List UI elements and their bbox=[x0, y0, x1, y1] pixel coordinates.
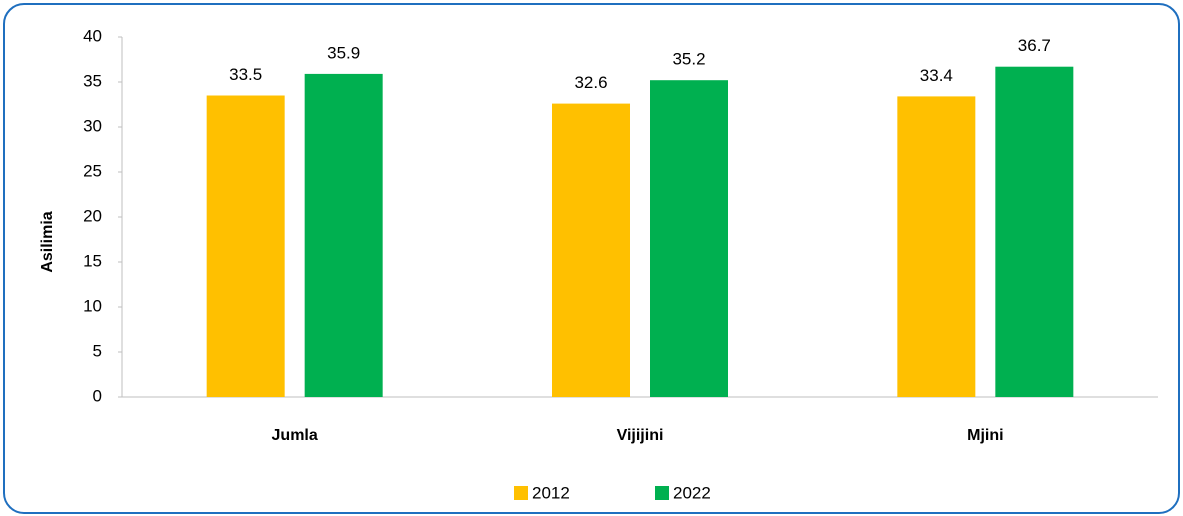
bar bbox=[897, 96, 976, 398]
value-label: 33.4 bbox=[920, 66, 953, 85]
x-tick-label: Mjini bbox=[967, 427, 1003, 444]
bar bbox=[552, 103, 630, 397]
y-tick-label: 10 bbox=[83, 296, 102, 315]
y-tick-label: 30 bbox=[83, 116, 102, 135]
value-label: 33.5 bbox=[229, 65, 262, 84]
y-tick-label: 15 bbox=[83, 251, 102, 270]
legend-swatch bbox=[514, 486, 528, 500]
value-label: 35.2 bbox=[672, 50, 705, 69]
legend-swatch bbox=[655, 486, 669, 500]
y-tick-label: 20 bbox=[83, 206, 102, 225]
y-tick-label: 0 bbox=[93, 386, 102, 405]
y-tick-label: 5 bbox=[93, 341, 102, 360]
y-tick-label: 35 bbox=[83, 71, 102, 90]
legend-label: 2022 bbox=[673, 483, 711, 502]
bar bbox=[995, 66, 1074, 397]
y-axis-label: Asilimia bbox=[39, 211, 56, 272]
x-tick-label: Vijijini bbox=[617, 427, 664, 444]
y-tick-label: 25 bbox=[83, 161, 102, 180]
bar bbox=[206, 95, 285, 397]
x-tick-label: Jumla bbox=[272, 427, 318, 444]
value-label: 35.9 bbox=[327, 43, 360, 62]
legend-label: 2012 bbox=[532, 483, 570, 502]
y-tick-label: 40 bbox=[83, 26, 102, 45]
value-label: 36.7 bbox=[1018, 36, 1051, 55]
value-label: 32.6 bbox=[574, 73, 607, 92]
bar bbox=[650, 80, 728, 397]
bar bbox=[304, 73, 383, 398]
